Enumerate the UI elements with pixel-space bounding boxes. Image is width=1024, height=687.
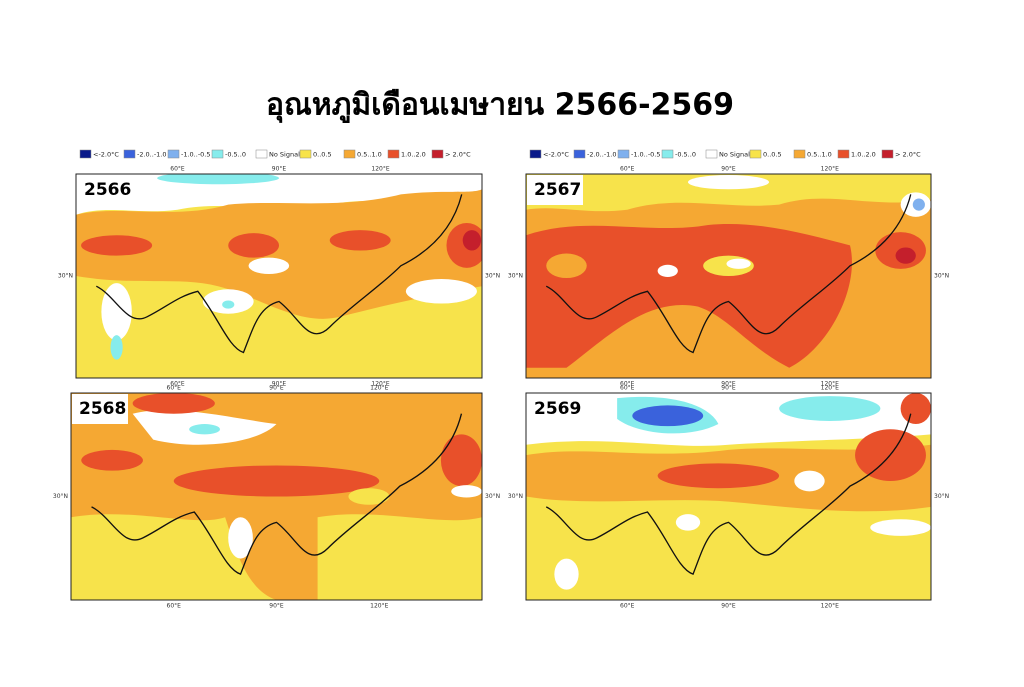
year-label: 2567 xyxy=(534,180,581,200)
panel-frame xyxy=(75,173,483,379)
lon-label: 60°E xyxy=(170,381,185,388)
legend-swatch xyxy=(123,149,136,159)
lon-label: 60°E xyxy=(170,166,185,173)
lon-label: 60°E xyxy=(167,385,182,392)
year-box xyxy=(72,394,128,424)
lat-label: 30°N xyxy=(508,493,523,500)
legend-label: -0.5..0 xyxy=(225,151,246,159)
year-box xyxy=(527,394,583,424)
lon-label: 120°E xyxy=(370,385,388,392)
year-label: 2569 xyxy=(534,399,581,419)
legend-swatch xyxy=(617,149,630,159)
legend-swatch xyxy=(79,149,92,159)
lon-label: 120°E xyxy=(821,603,839,610)
lat-label: 30°N xyxy=(53,493,68,500)
lon-label: 60°E xyxy=(620,603,635,610)
lon-label: 90°E xyxy=(721,381,736,388)
lat-label: 30°N xyxy=(934,493,949,500)
panel-frame xyxy=(525,173,932,379)
legend-label: 0.5..1.0 xyxy=(357,151,382,159)
legend-swatch xyxy=(299,149,312,159)
lon-label: 60°E xyxy=(167,603,182,610)
legend-swatch xyxy=(529,149,542,159)
legend-swatch xyxy=(705,149,718,159)
year-box xyxy=(77,175,133,205)
legend-label: 0..0.5 xyxy=(763,151,782,159)
legend-label: <-2.0°C xyxy=(543,151,569,159)
lon-label: 120°E xyxy=(821,385,839,392)
legend-label: No Signal xyxy=(269,151,300,159)
legend-swatch xyxy=(661,149,674,159)
legend-label: 1.0..2.0 xyxy=(851,151,876,159)
lon-label: 120°E xyxy=(371,166,389,173)
legend-swatch xyxy=(793,149,806,159)
legend-label: 0.5..1.0 xyxy=(807,151,832,159)
lon-label: 60°E xyxy=(620,385,635,392)
lon-label: 120°E xyxy=(821,166,839,173)
legend-swatch xyxy=(211,149,224,159)
legend-swatch xyxy=(837,149,850,159)
legend-swatch xyxy=(881,149,894,159)
legend-label: 1.0..2.0 xyxy=(401,151,426,159)
lon-label: 90°E xyxy=(269,385,284,392)
legend-swatch xyxy=(387,149,400,159)
lon-label: 90°E xyxy=(721,166,736,173)
legend-label: > 2.0°C xyxy=(445,151,471,159)
lat-label: 30°N xyxy=(485,273,500,280)
panel-frame xyxy=(525,392,932,601)
year-label: 2566 xyxy=(84,180,131,200)
lon-label: 90°E xyxy=(272,381,287,388)
lat-label: 30°N xyxy=(485,493,500,500)
legend-label: -1.0..-0.5 xyxy=(181,151,211,159)
legend-swatch xyxy=(343,149,356,159)
year-box xyxy=(527,175,583,205)
title: อุณหภูมิเดือนเมษายน 2566-2569 xyxy=(266,88,734,124)
legend-swatch xyxy=(431,149,444,159)
legend-swatch xyxy=(167,149,180,159)
lat-label: 30°N xyxy=(58,273,73,280)
lon-label: 60°E xyxy=(620,166,635,173)
lat-label: 30°N xyxy=(934,273,949,280)
legend-swatch xyxy=(255,149,268,159)
year-label: 2568 xyxy=(79,399,126,419)
legend-label: -0.5..0 xyxy=(675,151,696,159)
map-panel xyxy=(76,174,482,378)
legend-label: <-2.0°C xyxy=(93,151,119,159)
legend-label: > 2.0°C xyxy=(895,151,921,159)
lon-label: 120°E xyxy=(821,381,839,388)
legend-label: -2.0..-1.0 xyxy=(587,151,617,159)
legend-label: -1.0..-0.5 xyxy=(631,151,661,159)
legend-label: -2.0..-1.0 xyxy=(137,151,167,159)
panel-frame xyxy=(70,392,483,601)
lon-label: 90°E xyxy=(721,385,736,392)
legend-swatch xyxy=(749,149,762,159)
map-panel xyxy=(526,174,931,378)
map-panel xyxy=(526,393,931,600)
legend-label: No Signal xyxy=(719,151,750,159)
lon-label: 120°E xyxy=(371,381,389,388)
lon-label: 120°E xyxy=(370,603,388,610)
legend-label: 0..0.5 xyxy=(313,151,332,159)
map-panel xyxy=(71,393,482,600)
lon-label: 60°E xyxy=(620,381,635,388)
lon-label: 90°E xyxy=(272,166,287,173)
lon-label: 90°E xyxy=(721,603,736,610)
lon-label: 90°E xyxy=(269,603,284,610)
legend-swatch xyxy=(573,149,586,159)
lat-label: 30°N xyxy=(508,273,523,280)
